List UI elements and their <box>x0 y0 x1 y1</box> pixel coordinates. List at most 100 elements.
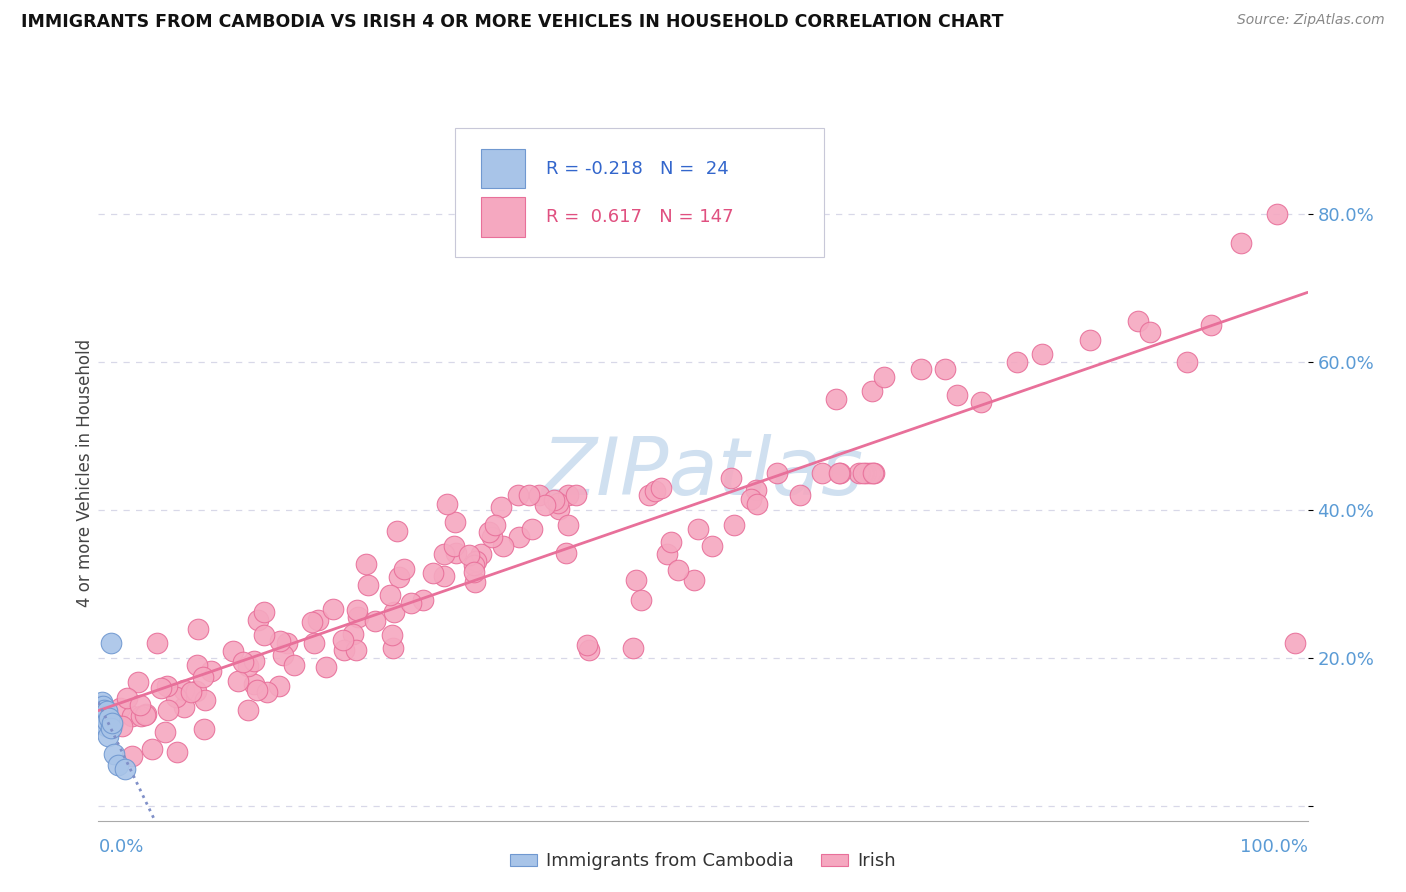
Point <box>644 484 666 499</box>
Point <box>246 683 269 698</box>
Point <box>860 384 883 399</box>
Point <box>153 725 176 739</box>
Point <box>145 635 167 649</box>
Point <box>134 707 156 722</box>
Point <box>253 628 276 642</box>
Point <box>464 574 486 589</box>
Point <box>970 395 993 409</box>
Text: R = -0.218   N =  24: R = -0.218 N = 24 <box>546 160 728 178</box>
Point <box>529 488 551 502</box>
Point <box>534 498 557 512</box>
Point <box>463 565 485 579</box>
Point <box>93 703 115 717</box>
Text: 100.0%: 100.0% <box>1240 838 1308 856</box>
Point <box>91 695 114 709</box>
Point <box>655 547 678 561</box>
Point <box>236 703 259 717</box>
Text: IMMIGRANTS FROM CAMBODIA VS IRISH 4 OR MORE VEHICLES IN HOUSEHOLD CORRELATION CH: IMMIGRANTS FROM CAMBODIA VS IRISH 4 OR M… <box>21 13 1004 31</box>
Point <box>315 660 337 674</box>
Point <box>342 627 364 641</box>
Point <box>194 693 217 707</box>
Point <box>508 530 530 544</box>
Point <box>121 748 143 763</box>
Point <box>436 497 458 511</box>
Point <box>96 704 118 718</box>
Point <box>630 593 652 607</box>
Point <box>862 466 884 480</box>
Point <box>557 517 579 532</box>
Point <box>1128 314 1150 328</box>
Point <box>491 500 513 514</box>
Point <box>346 603 368 617</box>
Point <box>946 388 969 402</box>
Point <box>301 615 323 629</box>
Point <box>412 592 434 607</box>
Point <box>135 706 157 721</box>
Point <box>1284 636 1306 650</box>
Point <box>344 643 367 657</box>
Point <box>150 681 173 696</box>
Point <box>91 706 114 721</box>
Point <box>723 517 745 532</box>
Point <box>659 535 682 549</box>
Point <box>385 524 408 538</box>
Point <box>852 466 875 480</box>
Point <box>1139 325 1161 339</box>
Point <box>186 658 208 673</box>
Point <box>271 648 294 662</box>
Point <box>478 524 501 539</box>
Point <box>463 558 485 573</box>
Point <box>766 466 789 480</box>
Point <box>388 570 411 584</box>
Point <box>378 588 401 602</box>
Point <box>828 466 851 480</box>
Point <box>624 574 647 588</box>
Point <box>101 716 124 731</box>
FancyBboxPatch shape <box>481 149 526 188</box>
Point <box>115 690 138 705</box>
Point <box>246 613 269 627</box>
Point <box>399 596 422 610</box>
Point <box>1007 355 1029 369</box>
Point <box>200 665 222 679</box>
Point <box>180 685 202 699</box>
Point <box>165 690 187 705</box>
Point <box>322 601 344 615</box>
Point <box>492 539 515 553</box>
Point <box>458 548 481 562</box>
FancyBboxPatch shape <box>481 197 526 237</box>
Point <box>688 522 710 536</box>
Point <box>364 614 387 628</box>
Point <box>156 679 179 693</box>
Point <box>332 632 354 647</box>
Point <box>554 546 576 560</box>
Point <box>745 483 768 497</box>
Point <box>89 698 111 713</box>
Point <box>621 640 644 655</box>
Point <box>243 677 266 691</box>
Point <box>333 642 356 657</box>
Point <box>470 547 492 561</box>
Point <box>934 362 956 376</box>
Point <box>575 638 598 652</box>
Point <box>443 539 465 553</box>
Point <box>1031 347 1053 361</box>
Point <box>90 706 112 721</box>
Point <box>96 714 118 728</box>
Point <box>94 708 117 723</box>
Point <box>347 610 370 624</box>
Point <box>522 522 544 536</box>
Point <box>465 554 488 568</box>
Point <box>1078 333 1101 347</box>
Point <box>94 719 117 733</box>
Point <box>243 655 266 669</box>
Point <box>191 670 214 684</box>
Text: R =  0.617   N = 147: R = 0.617 N = 147 <box>546 209 734 227</box>
Point <box>187 622 209 636</box>
Point <box>110 701 132 715</box>
Point <box>381 628 404 642</box>
Point <box>394 562 416 576</box>
Point <box>232 656 254 670</box>
Point <box>141 742 163 756</box>
Point <box>506 488 529 502</box>
